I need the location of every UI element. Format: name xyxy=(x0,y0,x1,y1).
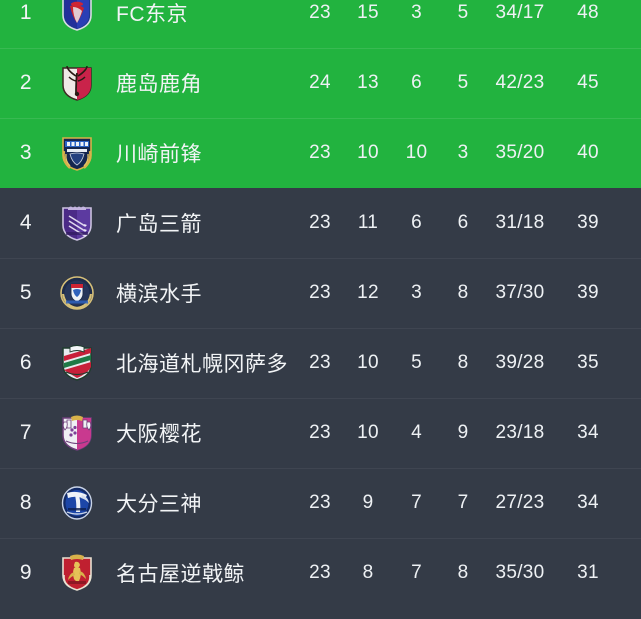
table-row[interactable]: 3 川崎前锋 23 10 10 3 35/20 40 xyxy=(0,118,641,188)
points-cell: 40 xyxy=(577,142,599,163)
table-row[interactable]: 6 北海道札幌冈萨多 23 10 5 8 39/28 35 xyxy=(0,328,641,398)
matches-lost-cell: 5 xyxy=(457,72,469,93)
goals-cell: 39/28 xyxy=(495,352,545,373)
points-cell: 35 xyxy=(577,352,599,373)
matches-drawn-cell: 10 xyxy=(405,142,428,163)
matches-won-cell: 12 xyxy=(357,282,379,303)
fc-tokyo-crest-icon xyxy=(52,0,102,32)
rank-cell: 1 xyxy=(19,1,33,24)
matches-won-cell: 15 xyxy=(357,2,379,23)
points-cell: 48 xyxy=(577,2,599,23)
goals-cell: 23/18 xyxy=(495,422,545,443)
points-cell: 31 xyxy=(577,562,599,583)
matches-drawn-cell: 7 xyxy=(411,562,422,583)
table-row[interactable]: 2 鹿岛鹿角 24 13 6 5 42/23 45 xyxy=(0,48,641,118)
matches-drawn-cell: 6 xyxy=(411,72,422,93)
matches-lost-cell: 8 xyxy=(457,352,469,373)
points-cell: 39 xyxy=(577,212,599,233)
matches-drawn-cell: 7 xyxy=(411,492,422,513)
team-name-cell[interactable]: 广岛三箭 xyxy=(116,213,202,236)
rank-cell: 5 xyxy=(19,281,33,304)
team-name-cell[interactable]: 名古屋逆戟鲸 xyxy=(116,563,245,586)
goals-cell: 35/30 xyxy=(495,562,545,583)
goals-cell: 35/20 xyxy=(495,142,545,163)
team-name-cell[interactable]: 大分三神 xyxy=(116,493,202,516)
matches-won-cell: 10 xyxy=(357,142,379,163)
matches-played-cell: 23 xyxy=(309,212,331,233)
kashima-antlers-crest-icon xyxy=(52,64,102,102)
rank-cell: 9 xyxy=(19,561,33,584)
consadole-sapporo-crest-icon xyxy=(52,344,102,382)
table-row[interactable]: 8 大分三神 23 9 7 7 27/23 34 xyxy=(0,468,641,538)
goals-cell: 31/18 xyxy=(495,212,545,233)
team-name-cell[interactable]: 横滨水手 xyxy=(116,283,202,306)
matches-played-cell: 24 xyxy=(309,72,331,93)
cerezo-osaka-crest-icon xyxy=(52,414,102,452)
team-name-cell[interactable]: 鹿岛鹿角 xyxy=(116,73,202,96)
table-row[interactable]: 5 横滨水手 23 12 3 8 37/30 39 xyxy=(0,258,641,328)
team-name-cell[interactable]: FC东京 xyxy=(116,3,188,26)
matches-drawn-cell: 5 xyxy=(411,352,422,373)
goals-cell: 42/23 xyxy=(495,72,545,93)
matches-won-cell: 8 xyxy=(362,562,374,583)
matches-drawn-cell: 3 xyxy=(411,2,422,23)
goals-cell: 37/30 xyxy=(495,282,545,303)
table-row[interactable]: 1 FC东京 23 15 3 5 34/17 48 xyxy=(0,0,641,48)
matches-won-cell: 10 xyxy=(357,352,379,373)
rank-cell: 6 xyxy=(19,351,33,374)
rank-cell: 2 xyxy=(19,71,33,94)
team-name-cell[interactable]: 大阪樱花 xyxy=(116,423,202,446)
rank-cell: 7 xyxy=(19,421,33,444)
matches-played-cell: 23 xyxy=(309,492,331,513)
rank-cell: 4 xyxy=(19,211,33,234)
matches-played-cell: 23 xyxy=(309,562,331,583)
yokohama-marinos-crest-icon xyxy=(52,274,102,312)
table-row[interactable]: 7 大阪樱花 23 10 4 9 23/18 34 xyxy=(0,398,641,468)
matches-lost-cell: 7 xyxy=(457,492,469,513)
matches-drawn-cell: 6 xyxy=(411,212,422,233)
matches-won-cell: 13 xyxy=(357,72,379,93)
matches-lost-cell: 3 xyxy=(457,142,469,163)
rank-cell: 8 xyxy=(19,491,33,514)
matches-played-cell: 23 xyxy=(309,282,331,303)
goals-cell: 27/23 xyxy=(495,492,545,513)
matches-lost-cell: 5 xyxy=(457,2,469,23)
team-name-cell[interactable]: 北海道札幌冈萨多 xyxy=(116,353,288,376)
table-row[interactable]: 9 名古屋逆戟鲸 23 8 7 8 35/30 31 xyxy=(0,538,641,608)
points-cell: 39 xyxy=(577,282,599,303)
matches-won-cell: 10 xyxy=(357,422,379,443)
matches-won-cell: 9 xyxy=(362,492,374,513)
matches-lost-cell: 8 xyxy=(457,282,469,303)
matches-lost-cell: 8 xyxy=(457,562,469,583)
matches-drawn-cell: 3 xyxy=(411,282,422,303)
nagoya-grampus-crest-icon xyxy=(52,554,102,592)
team-name-cell[interactable]: 川崎前锋 xyxy=(116,143,202,166)
matches-lost-cell: 9 xyxy=(457,422,469,443)
matches-won-cell: 11 xyxy=(357,212,379,233)
points-cell: 45 xyxy=(577,72,599,93)
matches-lost-cell: 6 xyxy=(457,212,469,233)
matches-played-cell: 23 xyxy=(309,422,331,443)
matches-played-cell: 23 xyxy=(309,2,331,23)
matches-played-cell: 23 xyxy=(309,352,331,373)
rank-cell: 3 xyxy=(19,141,33,164)
kawasaki-frontale-crest-icon xyxy=(52,134,102,172)
goals-cell: 34/17 xyxy=(495,2,545,23)
sanfrecce-hiroshima-crest-icon xyxy=(52,204,102,242)
matches-drawn-cell: 4 xyxy=(411,422,422,443)
table-row[interactable]: 4 广岛三箭 23 11 6 6 31/18 39 xyxy=(0,188,641,258)
points-cell: 34 xyxy=(577,422,599,443)
points-cell: 34 xyxy=(577,492,599,513)
matches-played-cell: 23 xyxy=(309,142,331,163)
oita-trinita-crest-icon xyxy=(52,484,102,522)
